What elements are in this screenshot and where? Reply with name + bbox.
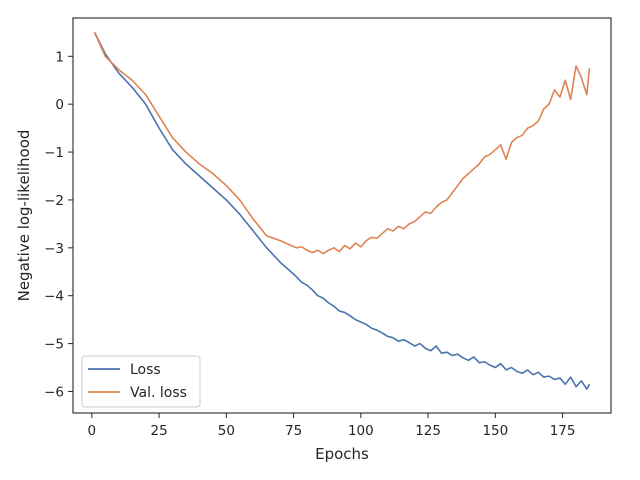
y-tick-label: −4 [44,289,64,305]
y-axis: −6 −5 −4 −3 −2 −1 0 1 [44,49,73,400]
x-axis-label: Epochs [315,445,369,463]
y-tick-label: 1 [55,49,64,65]
x-tick-label: 25 [150,423,167,439]
y-tick-label: 0 [55,97,64,113]
y-tick-label: −3 [44,241,64,257]
x-tick-label: 50 [218,423,235,439]
y-tick-label: −6 [44,384,64,400]
series-line-0 [93,32,591,390]
x-tick-label: 150 [482,423,508,439]
x-tick-label: 100 [348,423,374,439]
x-tick-label: 75 [285,423,302,439]
x-tick-label: 175 [550,423,576,439]
y-tick-label: −2 [44,193,64,209]
plot-area [72,17,612,414]
series-line-1 [93,32,591,255]
x-tick-label: 125 [415,423,441,439]
plot-frame [72,17,612,414]
series-lines [93,32,591,390]
y-axis-label: Negative log-likelihood [15,130,33,302]
y-tick-label: −5 [44,337,64,353]
legend: Loss Val. loss [81,355,201,408]
legend-label: Val. loss [130,385,187,401]
y-tick-label: −1 [44,145,64,161]
x-axis: 0 25 50 75 100 125 150 175 [88,413,576,439]
x-tick-label: 0 [88,423,97,439]
legend-label: Loss [130,362,161,378]
